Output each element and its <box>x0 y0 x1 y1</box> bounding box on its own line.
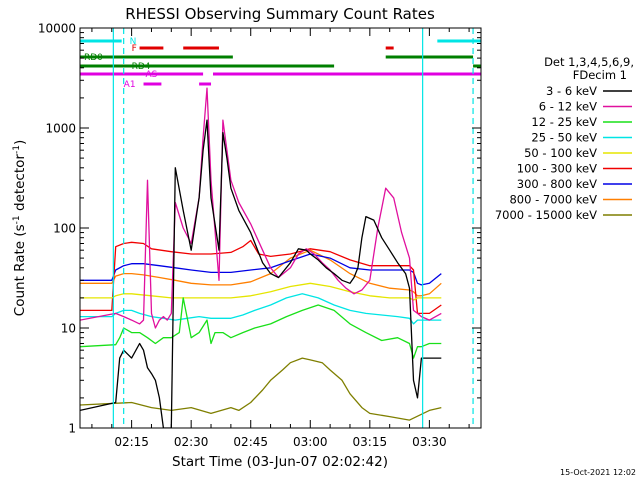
y-axis-label: Count Rate (s-1 detector-1) <box>12 140 28 316</box>
flag-label-a1: A1 <box>124 80 136 90</box>
footer-timestamp: 15-Oct-2021 12:02 <box>560 468 636 477</box>
flag-label-f: F <box>132 44 137 54</box>
y-tick-label-1: 1 <box>68 422 76 436</box>
flag-label-n: N <box>130 37 137 47</box>
legend-label-8: 800 - 7000 keV <box>509 193 597 207</box>
legend: Det 1,3,4,5,6,9, FDecim 1 3 - 6 keV 6 - 1… <box>495 55 634 222</box>
y-tick-label-3: 100 <box>53 222 76 236</box>
series-line-4 <box>80 293 442 325</box>
x-tick-label-1: 02:15 <box>114 435 149 449</box>
y-tick-label-2: 10 <box>61 322 76 336</box>
y-axis-label-sup1: -1 <box>12 215 22 224</box>
axes-layer: 02:15 02:30 02:45 03:00 03:15 03:30 1 10 100 1000… <box>38 22 481 449</box>
x-tick-label-4: 03:00 <box>293 435 328 449</box>
legend-label-1: 3 - 6 keV <box>546 84 597 98</box>
x-tick-label-2: 02:30 <box>174 435 209 449</box>
legend-label-7: 300 - 800 keV <box>517 177 597 191</box>
attenuator-lines-layer <box>112 28 474 428</box>
series-line-2 <box>80 87 442 329</box>
y-axis-label-main: Count Rate (s <box>12 224 28 316</box>
series-line-1 <box>80 119 442 428</box>
legend-label-6: 100 - 300 keV <box>517 162 597 176</box>
legend-label-3: 12 - 25 keV <box>531 115 597 129</box>
legend-label-5: 50 - 100 keV <box>524 146 597 160</box>
series-line-6 <box>80 239 442 315</box>
legend-header-1: Det 1,3,4,5,6,9, <box>544 55 634 69</box>
flag-label-rd0: RD0 <box>84 53 103 63</box>
y-axis-label-sup2: -1 <box>12 145 22 154</box>
y-tick-label-5: 10000 <box>38 22 76 36</box>
legend-label-2: 6 - 12 keV <box>539 100 597 114</box>
series-line-9 <box>80 357 442 421</box>
series-layer <box>80 87 442 428</box>
legend-header-2: FDecim 1 <box>573 68 627 82</box>
legend-label-9: 7000 - 15000 keV <box>495 208 597 222</box>
series-line-5 <box>80 282 442 301</box>
y-tick-label-4: 1000 <box>45 122 76 136</box>
flag-label-rd4: RD4 <box>132 62 151 72</box>
chart-title: RHESSI Observing Summary Count Rates <box>125 5 435 23</box>
x-tick-label-6: 03:30 <box>412 435 447 449</box>
y-axis-label-end: ) <box>12 140 28 145</box>
y-axis-label-mid: detector <box>12 154 28 216</box>
legend-label-4: 25 - 50 keV <box>531 131 597 145</box>
x-tick-label-3: 02:45 <box>233 435 268 449</box>
x-axis-label: Start Time (03-Jun-07 02:02:42) <box>172 454 388 470</box>
x-tick-label-5: 03:15 <box>353 435 388 449</box>
series-line-3 <box>80 297 442 359</box>
flag-label-as: AS <box>146 70 158 80</box>
